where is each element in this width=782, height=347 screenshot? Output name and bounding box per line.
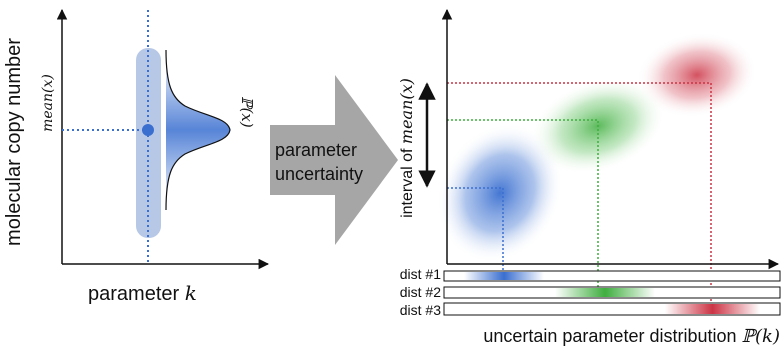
- dist-1-fill: [464, 272, 544, 280]
- dist-2-fill: [555, 288, 655, 297]
- distribution-label: ℙ(x): [238, 96, 256, 128]
- left-y-axis-label: molecular copy number: [3, 38, 25, 246]
- output-distribution-outline: [165, 49, 231, 211]
- dist-1-label: dist #1: [400, 266, 441, 282]
- blue-dashed-guide: [447, 187, 504, 278]
- dist-3-label: dist #3: [400, 302, 441, 318]
- dist-2-label: dist #2: [400, 284, 441, 300]
- arrow-label-line1: parameter: [275, 140, 357, 160]
- blue-cloud: [437, 123, 563, 263]
- arrow-label-line2: uncertainty: [275, 164, 363, 184]
- right-panel: interval of mean(x) dist #1 dist #2 dist…: [397, 8, 781, 347]
- left-panel: molecular copy number mean(x) ℙ(x) param…: [3, 8, 270, 305]
- dist-1-bar: [443, 270, 781, 282]
- output-distribution: [166, 50, 230, 210]
- red-dashed-guide: [447, 82, 712, 305]
- dist-3-fill: [665, 304, 760, 314]
- interval-label: interval of mean(x): [397, 78, 416, 218]
- red-cloud: [637, 32, 757, 118]
- mean-point: [142, 124, 154, 136]
- right-x-axis-label: uncertain parameter distribution ℙ(k): [483, 326, 780, 347]
- parameter-uncertainty-arrow: parameter uncertainty: [270, 75, 398, 245]
- big-gray-arrow: [270, 75, 398, 245]
- left-x-axis-label: parameter k: [88, 281, 197, 305]
- green-dashed-guide: [447, 119, 599, 292]
- left-mean-tick-label: mean(x): [40, 74, 56, 132]
- parameter-band: [136, 48, 161, 238]
